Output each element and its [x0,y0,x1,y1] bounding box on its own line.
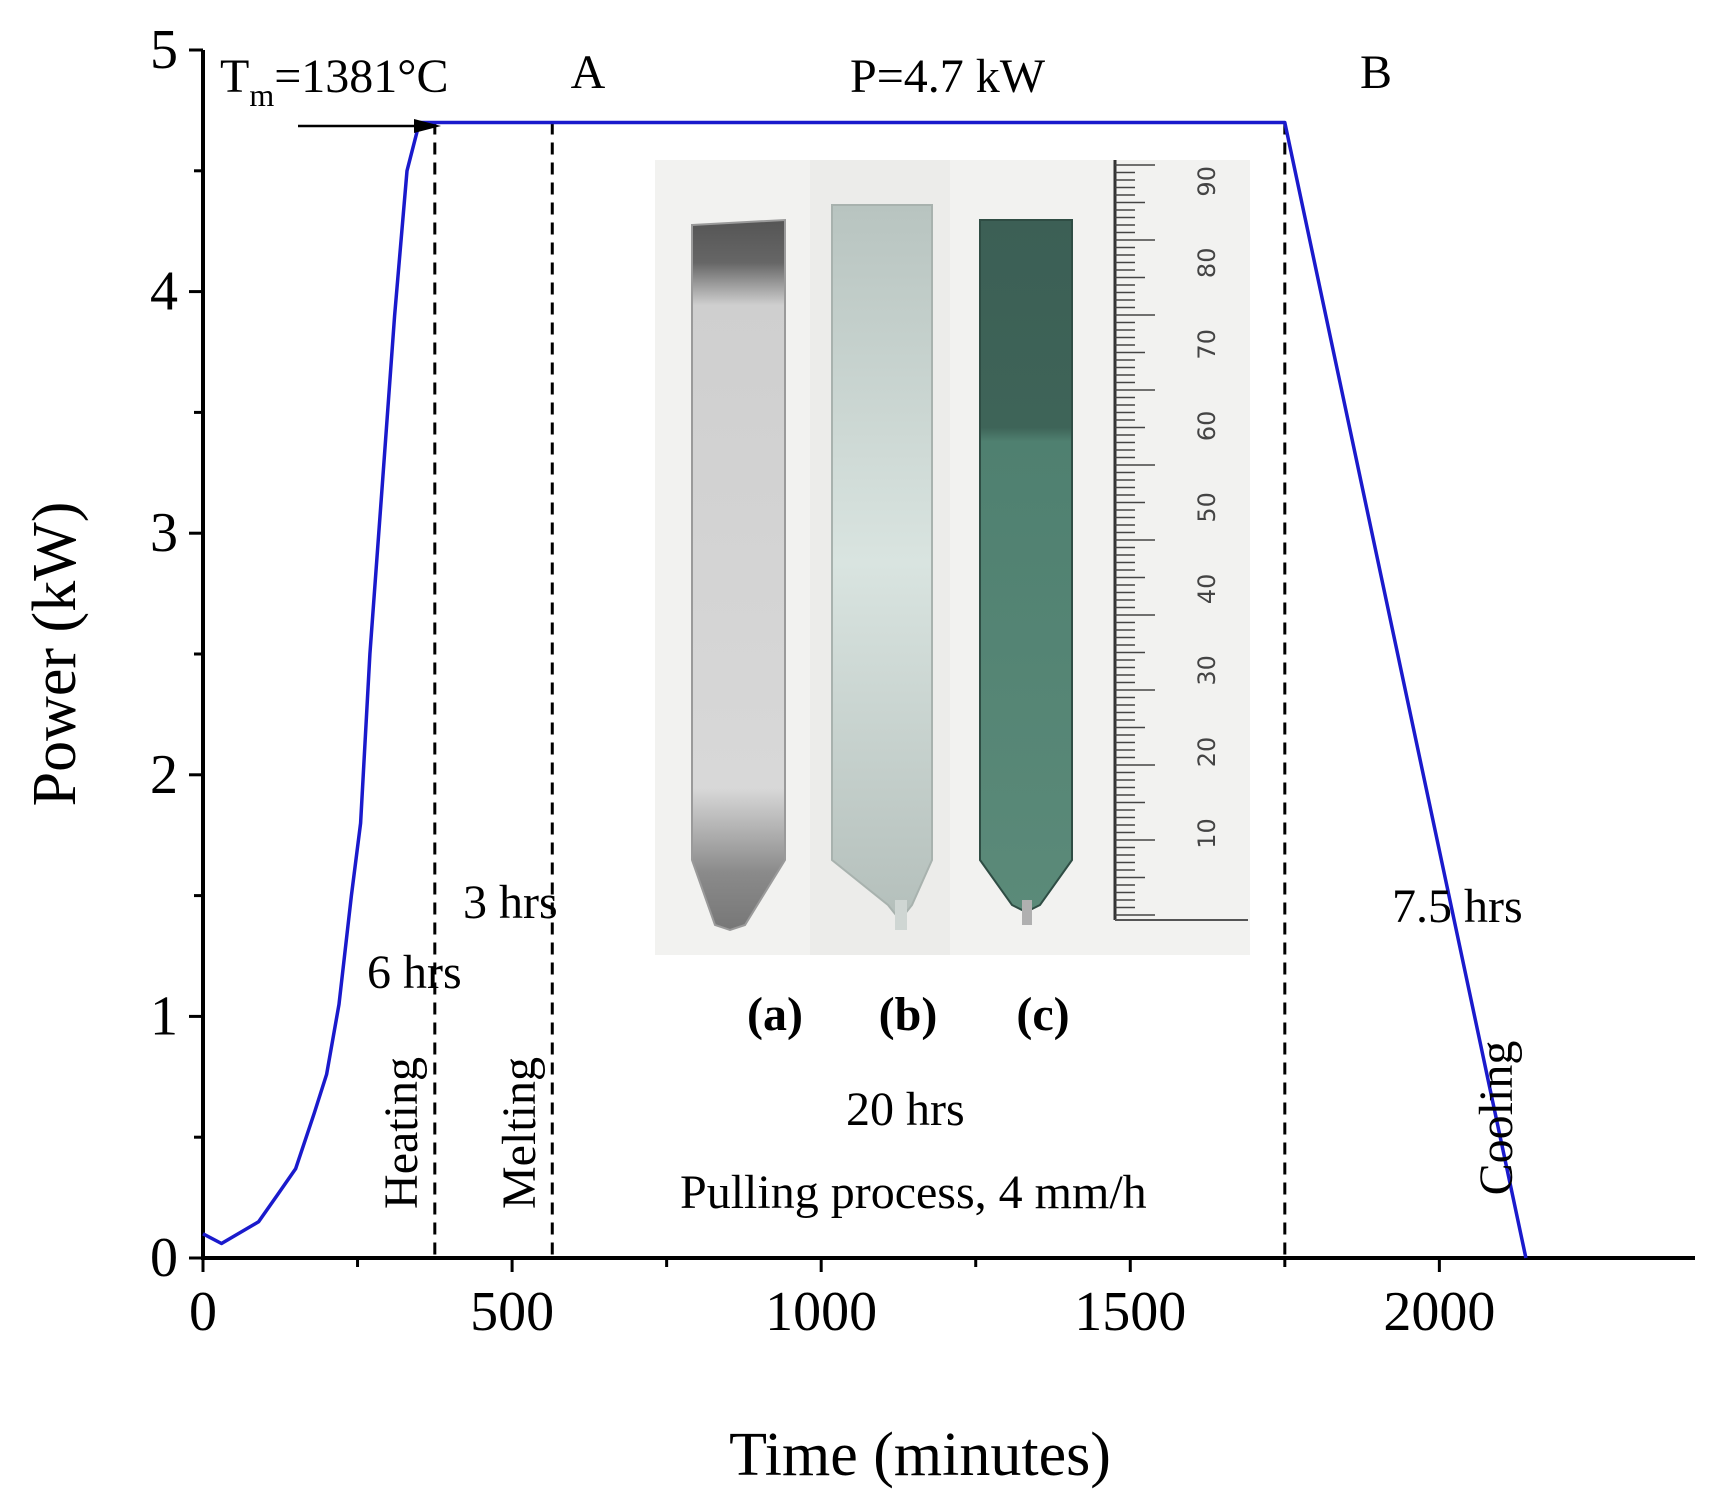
y-axis-title: Power (kW) [21,502,89,807]
inset-photo: 10 20 30 40 50 60 70 80 90 (a) (b) (c) [655,160,1250,1041]
ruler-label: 40 [1193,574,1221,605]
ruler-label: 90 [1193,166,1221,197]
x-tick-label: 1500 [1074,1281,1186,1343]
x-axis-title: Time (minutes) [729,1421,1111,1489]
y-ticks: 0 1 2 3 4 5 [150,19,203,1289]
x-tick-label: 500 [470,1281,554,1343]
melting-duration-label: 3 hrs [463,876,558,929]
tm-annotation: Tm=1381°C [220,50,449,113]
crystal-b-image [831,204,933,922]
ruler-label: 70 [1193,329,1221,360]
ruler-label: 50 [1193,492,1221,523]
ref-label-a: A [571,46,606,99]
tm-arrow [298,119,441,133]
ruler-label: 10 [1193,818,1221,849]
ruler-label: 20 [1193,737,1221,768]
pulling-process-label: Pulling process, 4 mm/h [680,1166,1147,1219]
crystal-c-tip [1022,900,1032,925]
reference-lines [433,122,1287,1258]
cooling-label: Cooling [1470,1041,1523,1196]
ruler-image: 10 20 30 40 50 60 70 80 90 [1113,160,1248,921]
crystal-c-image [979,219,1073,914]
heating-duration-label: 6 hrs [367,946,462,999]
heating-label: Heating [375,1057,428,1209]
x-tick-label: 1000 [765,1281,877,1343]
axes: 0 500 1000 1500 2000 0 1 2 3 4 5 [150,19,1695,1343]
sample-label-b: (b) [879,988,938,1041]
y-tick-label: 5 [150,19,178,81]
y-tick-label: 4 [150,261,178,323]
y-tick-label: 2 [150,744,178,806]
y-tick-label: 3 [150,502,178,564]
ruler-label: 60 [1193,411,1221,442]
sample-label-a: (a) [747,988,803,1041]
ruler-label: 30 [1193,655,1221,686]
y-tick-label: 0 [150,1227,178,1289]
crystal-a-image [691,218,786,932]
ruler-label: 80 [1193,248,1221,279]
melting-label: Melting [493,1057,546,1209]
power-annotation: P=4.7 kW [850,50,1046,103]
crystal-b-tip [895,900,907,930]
sample-label-c: (c) [1016,988,1069,1041]
pulling-duration-label: 20 hrs [846,1083,965,1136]
x-tick-label: 2000 [1383,1281,1495,1343]
y-tick-label: 1 [150,985,178,1047]
x-tick-label: 0 [189,1281,217,1343]
power-series-line [202,120,1528,1259]
ref-label-b: B [1360,46,1392,99]
cooling-duration-label: 7.5 hrs [1392,880,1523,933]
x-ticks: 0 500 1000 1500 2000 [189,1258,1495,1343]
